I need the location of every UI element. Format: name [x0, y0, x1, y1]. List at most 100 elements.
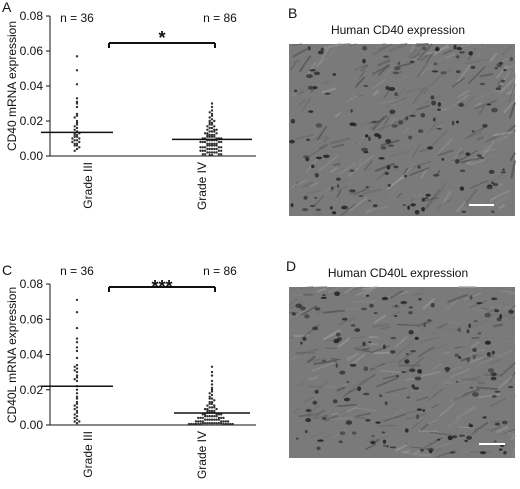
data-point — [210, 153, 214, 157]
cell-nucleus — [330, 186, 334, 190]
data-point — [208, 415, 211, 418]
cell-nucleus — [445, 369, 449, 373]
tissue-fiber — [381, 359, 401, 365]
cell-nucleus — [309, 69, 316, 72]
cell-nucleus — [394, 92, 398, 97]
tissue-fiber — [469, 159, 485, 166]
tissue-fiber — [488, 359, 499, 366]
tissue-fiber — [448, 151, 460, 156]
cell-nucleus — [465, 152, 471, 156]
data-point — [206, 418, 209, 421]
tissue-fiber — [449, 365, 463, 372]
tissue-fiber — [323, 309, 346, 314]
cell-nucleus — [491, 107, 498, 113]
cell-nucleus — [471, 130, 475, 133]
count-grade-iv: n = 86 — [203, 264, 237, 278]
data-point — [75, 126, 79, 130]
data-point — [217, 140, 221, 144]
cell-nucleus — [390, 350, 396, 354]
data-point — [206, 125, 209, 128]
cell-nucleus — [417, 165, 421, 169]
tissue-fiber — [315, 414, 328, 420]
tissue-fiber — [447, 293, 469, 304]
tissue-fiber — [408, 48, 417, 59]
data-point — [210, 123, 214, 126]
data-point — [75, 119, 79, 123]
tissue-fiber — [411, 52, 421, 60]
tissue-fiber — [407, 323, 425, 327]
tissue-fiber — [313, 359, 338, 366]
data-point — [73, 149, 76, 152]
data-point — [208, 153, 211, 157]
tissue-fiber — [438, 403, 455, 418]
cell-nucleus — [422, 409, 426, 412]
cell-nucleus — [335, 363, 338, 368]
tissue-fiber — [299, 84, 309, 91]
tissue-fiber — [330, 357, 341, 361]
tissue-fiber — [477, 205, 488, 214]
tissue-fiber — [300, 96, 312, 114]
tissue-fiber — [482, 140, 496, 157]
cell-nucleus — [498, 448, 503, 451]
cell-nucleus — [482, 416, 487, 419]
cell-nucleus — [405, 116, 409, 121]
data-point — [217, 146, 221, 149]
cell-nucleus — [381, 297, 389, 301]
cell-nucleus — [290, 203, 294, 208]
cell-nucleus — [361, 307, 367, 311]
category-label-grade-iii: Grade III — [81, 431, 95, 478]
cell-nucleus — [300, 306, 306, 311]
tissue-fiber — [290, 155, 298, 161]
data-point — [203, 140, 207, 144]
tissue-fiber — [428, 397, 450, 402]
cell-nucleus — [491, 395, 497, 398]
tissue-fiber — [438, 179, 450, 187]
data-point — [206, 128, 209, 131]
data-point — [203, 422, 207, 425]
cell-nucleus — [363, 366, 369, 372]
tissue-fiber — [310, 182, 318, 188]
y-tick-label: 0.02 — [20, 114, 44, 128]
cell-nucleus — [486, 352, 491, 357]
data-point — [78, 146, 81, 149]
cell-nucleus — [503, 450, 507, 455]
tissue-fiber — [475, 378, 492, 380]
tissue-fiber — [437, 182, 447, 196]
cell-nucleus — [502, 168, 505, 171]
data-point — [75, 97, 79, 100]
data-point — [210, 126, 214, 130]
tissue-fiber — [354, 407, 377, 412]
cell-nucleus — [409, 368, 416, 373]
cell-nucleus — [427, 146, 434, 150]
tissue-fiber — [463, 292, 483, 301]
tissue-fiber — [466, 43, 484, 51]
data-point — [213, 119, 216, 123]
data-point — [210, 102, 214, 105]
tissue-fiber — [470, 341, 481, 349]
cell-nucleus — [368, 341, 372, 344]
tissue-fiber — [378, 424, 397, 427]
tissue-fiber — [482, 158, 489, 166]
cell-nucleus — [456, 120, 459, 124]
tissue-fiber — [395, 336, 408, 348]
tissue-fiber — [489, 420, 501, 423]
tissue-fiber — [372, 89, 380, 97]
tissue-fiber — [372, 78, 387, 90]
cell-nucleus — [308, 110, 314, 113]
cell-nucleus — [509, 56, 513, 62]
tissue-fiber — [412, 86, 426, 104]
cell-nucleus — [437, 108, 441, 111]
tissue-fiber — [500, 206, 515, 211]
data-point — [199, 420, 202, 423]
cell-nucleus — [464, 439, 468, 443]
tissue-fiber — [512, 446, 516, 458]
data-point — [78, 137, 81, 140]
count-grade-iv: n = 86 — [203, 11, 237, 25]
cell-nucleus — [361, 147, 368, 152]
cell-nucleus — [372, 204, 378, 208]
cell-nucleus — [314, 173, 319, 178]
data-point — [208, 392, 211, 395]
tissue-fiber — [476, 51, 482, 59]
cell-nucleus — [386, 165, 391, 170]
